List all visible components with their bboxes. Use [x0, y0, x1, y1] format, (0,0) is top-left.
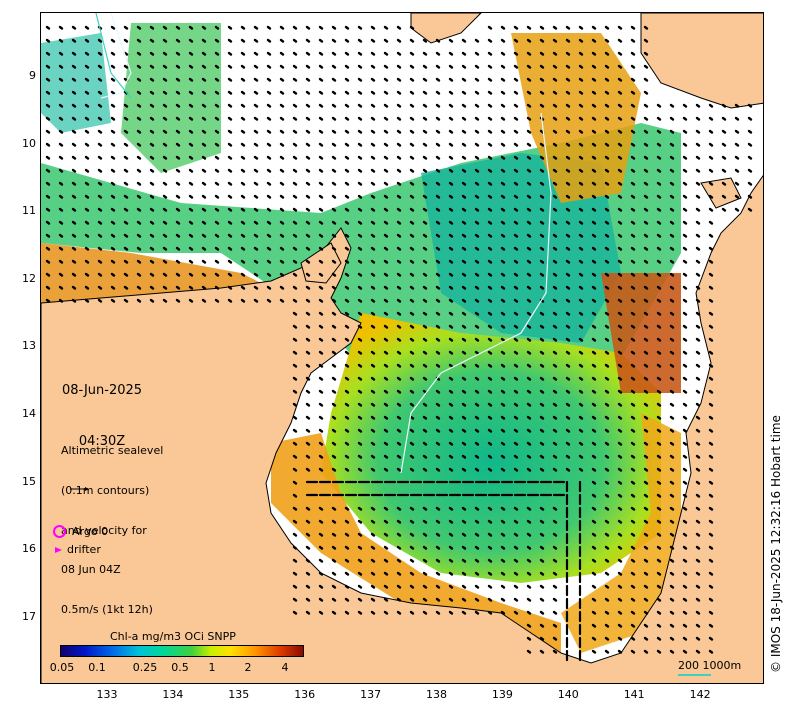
argo-legend: Argo 0 [53, 525, 108, 538]
info-line-4: 08 Jun 04Z [61, 563, 121, 577]
latitude-tick-label: 12 [22, 271, 36, 285]
time-label: 04:30Z [78, 434, 126, 449]
argo-legend-label: Argo 0 [72, 525, 109, 538]
colorbar-tick: 2 [244, 661, 252, 674]
longitude-tick-label: 141 [623, 688, 645, 701]
argo-float-icon [53, 525, 66, 538]
longitude-tick-label: 140 [557, 688, 579, 701]
colorbar [60, 645, 304, 657]
longitude-tick-label: 135 [228, 688, 250, 701]
timestamp-block: 08-Jun-2025 04:30Z [62, 348, 142, 467]
colorbar-tick: 0.5 [171, 661, 189, 674]
new-guinea-south [640, 13, 763, 109]
colorbar-tick: 0.1 [88, 661, 106, 674]
copyright-watermark: © IMOS 18-Jun-2025 12:32:16 Hobart time [769, 415, 783, 673]
reference-arrow-icon [70, 487, 89, 491]
latitude-tick-label: 15 [22, 474, 36, 488]
latitude-tick-label: 17 [22, 609, 36, 623]
papua-coast [410, 13, 482, 44]
colorbar-tick: 0.05 [49, 661, 75, 674]
longitude-tick-label: 138 [426, 688, 447, 701]
islet-east [700, 177, 742, 209]
sealevel-info: Altimetric sealevel (0.1m contours) and … [61, 418, 163, 629]
longitude-tick-label: 137 [360, 688, 382, 701]
latitude-tick-label: 13 [22, 339, 36, 353]
latitude-tick-label: 10 [22, 136, 36, 150]
map-frame[interactable] [40, 12, 764, 684]
longitude-tick-label: 133 [96, 688, 118, 701]
sealevel-contours [100, 13, 552, 474]
depth-contour-200m [95, 13, 132, 99]
latitude-tick-label: 9 [29, 69, 36, 82]
australia-mainland [41, 174, 763, 683]
latitude-tick-label: 16 [22, 542, 36, 556]
info-line-5: 0.5m/s (1kt 12h) [61, 602, 153, 616]
longitude-tick-label: 139 [491, 688, 513, 701]
colorbar-tick: 1 [208, 661, 216, 674]
colorbar-title: Chl-a mg/m3 OCi SNPP [110, 630, 236, 643]
latitude-tick-label: 11 [22, 204, 36, 218]
scale-line [678, 674, 711, 676]
date-label: 08-Jun-2025 [62, 383, 143, 398]
longitude-tick-label: 134 [162, 688, 184, 701]
drifter-legend-label: drifter [67, 543, 101, 556]
latitude-tick-label: 14 [22, 407, 36, 420]
land [41, 13, 763, 683]
info-line-1: Altimetric sealevel [61, 444, 164, 458]
longitude-tick-label: 142 [689, 688, 711, 701]
chlorophyll-map[interactable] [41, 13, 764, 684]
info-line-3: and velocity for [61, 523, 147, 537]
colorbar-tick: 0.25 [132, 661, 158, 674]
colorbar-tick: 4 [281, 661, 289, 674]
velocity-vectors [45, 25, 753, 662]
scale-label: 200 1000m [678, 659, 742, 672]
drifter-icon [55, 546, 62, 553]
chlorophyll-field [41, 23, 681, 653]
drifter-legend: drifter [53, 543, 101, 556]
longitude-tick-label: 136 [294, 688, 316, 701]
